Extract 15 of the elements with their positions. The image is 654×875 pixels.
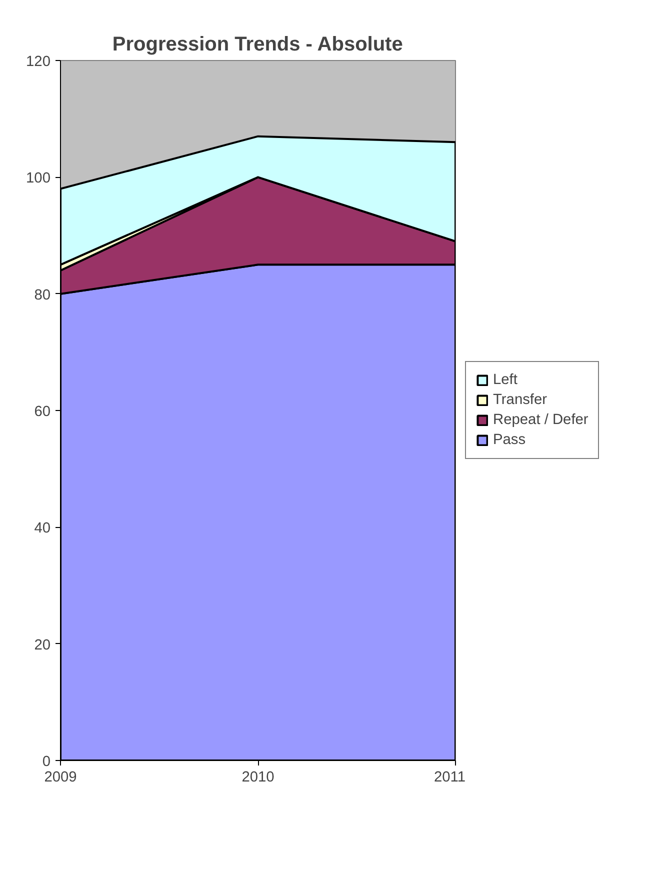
legend-label: Repeat / Defer — [493, 412, 588, 428]
legend-label: Left — [493, 372, 518, 388]
x-tick-label: 2010 — [242, 770, 274, 786]
y-tick-label: 20 — [34, 637, 51, 654]
legend-label: Pass — [493, 432, 526, 448]
y-tick-label: 100 — [26, 170, 51, 187]
legend-label: Transfer — [493, 392, 548, 408]
y-tick-label: 60 — [34, 404, 51, 420]
y-tick-label: 0 — [42, 754, 51, 770]
y-tick-label: 40 — [34, 520, 51, 537]
x-tick-label: 2011 — [434, 770, 466, 786]
y-tick-label: 120 — [26, 54, 51, 70]
y-tick-label: 80 — [34, 287, 51, 304]
x-tick-label: 2009 — [44, 770, 77, 786]
chart-title: Progression Trends - Absolute — [112, 34, 403, 56]
